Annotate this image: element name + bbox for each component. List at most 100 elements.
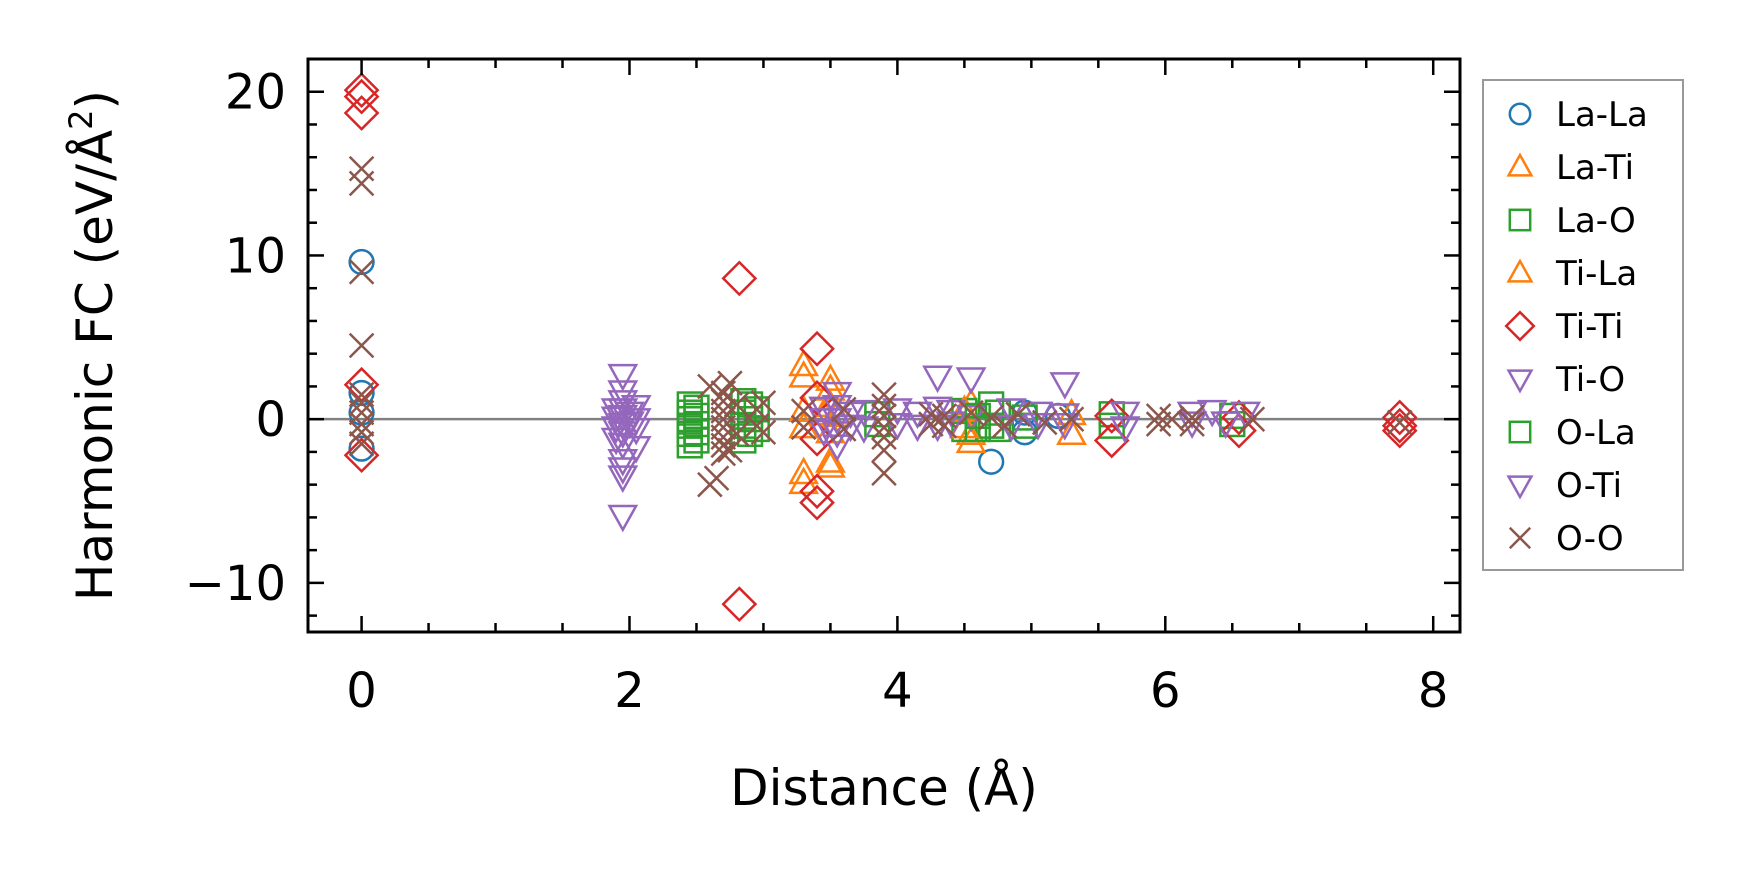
data-point bbox=[1210, 411, 1242, 440]
data-point bbox=[958, 399, 984, 426]
legend-marker bbox=[1506, 152, 1534, 177]
data-point bbox=[1056, 417, 1087, 445]
data-point bbox=[922, 365, 954, 394]
data-point bbox=[848, 399, 880, 428]
data-point bbox=[348, 170, 375, 197]
data-point bbox=[1221, 412, 1257, 449]
legend-item: Ti-Ti bbox=[1504, 307, 1624, 347]
data-point bbox=[788, 360, 820, 388]
legend-item: Ti-O bbox=[1506, 360, 1625, 400]
data-point bbox=[348, 248, 375, 276]
data-point bbox=[723, 421, 750, 447]
data-point bbox=[931, 403, 958, 429]
data-point bbox=[750, 390, 777, 416]
data-point bbox=[723, 391, 750, 418]
legend-label: O-Ti bbox=[1556, 466, 1622, 506]
data-point bbox=[607, 457, 639, 485]
data-point bbox=[348, 332, 375, 359]
data-point bbox=[1049, 413, 1081, 441]
data-point bbox=[750, 419, 777, 446]
data-point bbox=[607, 380, 639, 408]
data-point bbox=[808, 419, 840, 448]
legend-marker bbox=[1508, 526, 1532, 550]
data-point bbox=[1049, 403, 1081, 431]
data-point bbox=[995, 414, 1027, 443]
y-axis-label: Harmonic FC (eV/Å2) bbox=[62, 90, 124, 601]
legend-label: La-La bbox=[1556, 95, 1648, 135]
data-point bbox=[1109, 416, 1141, 444]
data-point bbox=[831, 416, 857, 442]
data-point bbox=[995, 398, 1027, 426]
data-point bbox=[343, 72, 380, 108]
data-point bbox=[721, 260, 758, 297]
y-tick-label: 20 bbox=[225, 65, 286, 121]
data-point bbox=[902, 414, 933, 443]
legend-label: Ti-O bbox=[1555, 360, 1625, 400]
data-point bbox=[348, 399, 375, 426]
legend-marker bbox=[1508, 420, 1532, 444]
legend-marker bbox=[1504, 310, 1536, 342]
legend-item: O-La bbox=[1508, 413, 1636, 453]
data-point bbox=[790, 414, 817, 441]
y-axis-label-superscript: 2 bbox=[62, 109, 100, 129]
axis-ticks: 0 2 4 6 8 −10 0 10 20 bbox=[185, 57, 1462, 719]
data-point bbox=[1230, 401, 1262, 430]
data-point bbox=[1058, 406, 1085, 432]
legend-item: La-La bbox=[1508, 95, 1648, 135]
data-point bbox=[978, 404, 1004, 431]
data-point bbox=[1093, 398, 1130, 434]
data-point bbox=[799, 484, 835, 521]
data-point bbox=[710, 440, 737, 467]
data-point bbox=[607, 504, 639, 533]
series-o-ti bbox=[600, 396, 1262, 456]
legend-marker bbox=[1506, 258, 1534, 283]
y-axis-label-main: Harmonic FC (eV/Å bbox=[66, 130, 124, 601]
data-point bbox=[710, 432, 737, 459]
data-point bbox=[1049, 372, 1081, 400]
data-point bbox=[848, 416, 880, 444]
data-point bbox=[614, 401, 645, 430]
data-point bbox=[991, 412, 1018, 439]
legend-marker bbox=[1508, 102, 1532, 126]
data-point bbox=[1386, 409, 1413, 436]
y-tick-label: −10 bbox=[185, 556, 286, 612]
series-ti-ti bbox=[343, 72, 1418, 623]
data-point bbox=[348, 419, 375, 446]
data-point bbox=[343, 78, 380, 115]
data-point bbox=[788, 348, 820, 377]
data-point bbox=[348, 411, 375, 437]
data-point bbox=[600, 406, 632, 435]
y-tick-label: 10 bbox=[225, 228, 286, 284]
data-point bbox=[600, 427, 632, 456]
data-point bbox=[1179, 404, 1205, 431]
data-point bbox=[607, 432, 639, 461]
data-point bbox=[348, 379, 375, 407]
legend-label: La-O bbox=[1556, 201, 1636, 241]
data-point bbox=[871, 424, 897, 450]
x-tick-label: 4 bbox=[882, 663, 913, 719]
data-point bbox=[964, 415, 991, 443]
data-point bbox=[343, 437, 380, 474]
data-point bbox=[1005, 401, 1031, 428]
data-point bbox=[871, 393, 897, 419]
data-point bbox=[717, 437, 743, 464]
data-point bbox=[881, 413, 913, 441]
legend-label: O-La bbox=[1556, 413, 1636, 453]
data-point bbox=[871, 460, 897, 486]
y-axis-label-close: ) bbox=[66, 90, 124, 110]
y-tick-label: 0 bbox=[255, 392, 286, 448]
data-point bbox=[1159, 406, 1185, 432]
data-point bbox=[1179, 411, 1205, 437]
data-point bbox=[1239, 406, 1266, 432]
legend-label: O-O bbox=[1556, 519, 1624, 559]
data-point bbox=[703, 465, 730, 491]
x-tick-label: 6 bbox=[1150, 663, 1181, 719]
legend: La-La La-Ti La-O Ti-La Ti-Ti Ti-O O-La O-Ti O-O bbox=[1482, 79, 1684, 571]
legend-item: O-Ti bbox=[1506, 466, 1622, 506]
legend-label: Ti-Ti bbox=[1555, 307, 1624, 347]
x-tick-label: 8 bbox=[1418, 663, 1449, 719]
data-point bbox=[620, 435, 652, 464]
x-tick-label: 2 bbox=[614, 663, 645, 719]
data-point bbox=[871, 437, 897, 464]
